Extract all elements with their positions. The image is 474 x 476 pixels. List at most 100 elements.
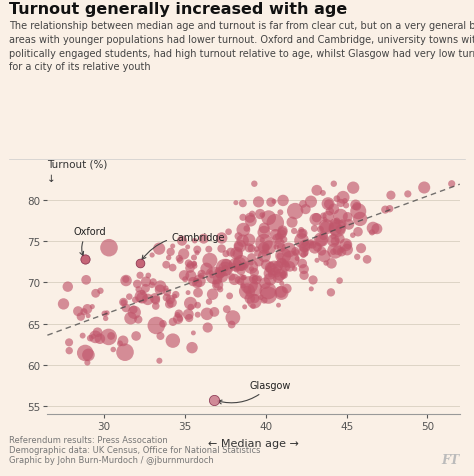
Point: [341, 198, 349, 205]
Point: [187, 261, 194, 269]
Point: [237, 259, 245, 267]
Point: [387, 192, 395, 199]
Point: [163, 294, 171, 302]
Point: [345, 221, 353, 228]
Point: [319, 212, 327, 220]
Point: [256, 211, 264, 218]
Point: [168, 299, 175, 307]
Point: [205, 298, 213, 306]
Point: [178, 238, 186, 245]
Point: [235, 243, 243, 251]
Point: [162, 285, 170, 292]
Point: [302, 206, 310, 214]
Point: [301, 240, 309, 248]
Text: The relationship between median age and turnout is far from clear cut, but on a : The relationship between median age and …: [9, 21, 474, 72]
Point: [175, 310, 182, 318]
Point: [249, 303, 257, 310]
Point: [176, 315, 183, 323]
Point: [336, 235, 343, 243]
Point: [291, 228, 298, 235]
Point: [356, 216, 364, 223]
Point: [260, 229, 268, 237]
Point: [174, 311, 182, 319]
Point: [246, 295, 254, 303]
Point: [184, 289, 192, 297]
Point: [216, 269, 224, 277]
Point: [105, 333, 112, 341]
Point: [334, 247, 341, 255]
Point: [226, 292, 233, 300]
Point: [206, 257, 214, 265]
Point: [279, 197, 287, 205]
Point: [326, 208, 334, 216]
Point: [386, 206, 393, 213]
Point: [155, 357, 163, 365]
Point: [221, 264, 228, 272]
Point: [242, 263, 249, 270]
Point: [167, 248, 174, 256]
Point: [264, 292, 272, 299]
Point: [248, 245, 255, 253]
Point: [272, 267, 280, 274]
Point: [239, 282, 247, 290]
Point: [265, 214, 273, 222]
Point: [239, 200, 246, 208]
Point: [107, 332, 115, 340]
Point: [324, 200, 332, 208]
Point: [285, 247, 292, 254]
Point: [194, 302, 201, 309]
Point: [322, 260, 330, 268]
Point: [280, 268, 287, 276]
Point: [337, 200, 345, 208]
Point: [277, 244, 285, 252]
Point: [420, 184, 428, 192]
Point: [102, 315, 109, 323]
Point: [357, 245, 365, 252]
Point: [77, 313, 85, 321]
Point: [174, 316, 182, 323]
Point: [262, 261, 270, 269]
Point: [319, 190, 327, 198]
Text: Oxford: Oxford: [73, 227, 106, 256]
Point: [251, 275, 258, 282]
Point: [279, 252, 287, 260]
Point: [185, 315, 193, 322]
Point: [223, 261, 230, 268]
Point: [300, 251, 307, 259]
Point: [333, 196, 341, 203]
Point: [247, 218, 255, 225]
Point: [349, 232, 356, 239]
Point: [265, 244, 273, 252]
Point: [198, 273, 205, 280]
Point: [282, 261, 289, 268]
Point: [382, 207, 389, 214]
Point: [287, 256, 294, 264]
Point: [187, 272, 195, 280]
Point: [83, 306, 91, 313]
Point: [193, 277, 201, 285]
Point: [342, 202, 350, 209]
Point: [96, 335, 104, 343]
Point: [122, 276, 129, 284]
Point: [276, 271, 284, 279]
Point: [253, 246, 261, 253]
Point: [355, 208, 362, 216]
Point: [64, 283, 72, 291]
Text: Glasgow: Glasgow: [218, 380, 291, 404]
Point: [176, 257, 184, 265]
Point: [349, 185, 357, 192]
Point: [109, 346, 117, 354]
Point: [196, 278, 203, 285]
Point: [342, 241, 350, 249]
Point: [246, 281, 253, 289]
Point: [139, 289, 146, 297]
Point: [90, 333, 97, 340]
Point: [257, 294, 264, 301]
Point: [404, 191, 411, 198]
Point: [307, 198, 315, 206]
Point: [94, 329, 101, 337]
Point: [228, 321, 236, 328]
Point: [261, 280, 269, 288]
Point: [188, 344, 196, 352]
Point: [302, 250, 310, 258]
